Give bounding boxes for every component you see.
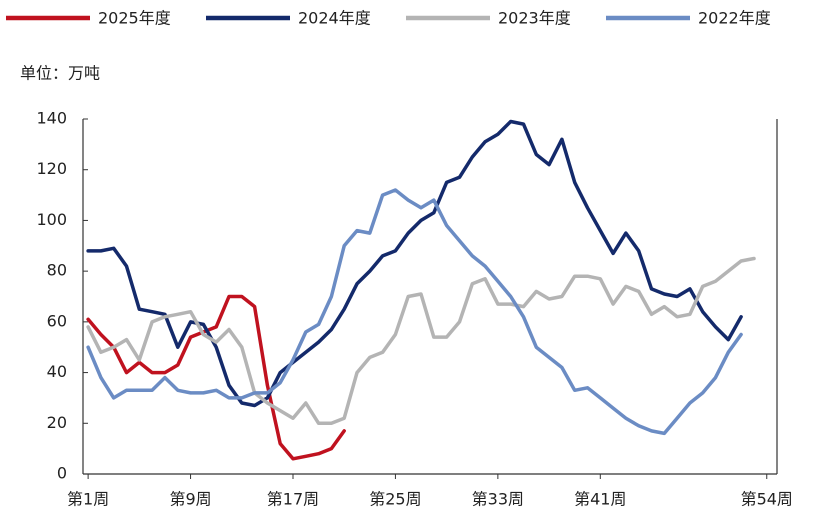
x-tick-label: 第25周 <box>369 490 421 509</box>
x-tick-label: 第1周 <box>67 490 109 509</box>
y-tick-label: 20 <box>47 413 67 432</box>
y-tick-label: 40 <box>47 362 67 381</box>
legend-label: 2024年度 <box>298 9 371 28</box>
series-line <box>86 256 756 426</box>
series-line <box>86 188 743 436</box>
legend-label: 2025年度 <box>98 9 171 28</box>
legend-label: 2023年度 <box>498 9 571 28</box>
y-tick-label: 120 <box>36 159 67 178</box>
series-line <box>86 294 346 461</box>
x-tick-label: 第54周 <box>741 490 793 509</box>
x-tick-label: 第17周 <box>267 490 319 509</box>
y-tick-label: 140 <box>36 109 67 128</box>
x-tick-label: 第41周 <box>574 490 626 509</box>
unit-label: 单位：万吨 <box>20 64 100 83</box>
y-tick-label: 0 <box>57 464 67 483</box>
y-tick-label: 60 <box>47 311 67 330</box>
x-tick-label: 第9周 <box>169 490 211 509</box>
legend-label: 2022年度 <box>698 9 771 28</box>
y-tick-label: 100 <box>36 210 67 229</box>
x-tick-label: 第33周 <box>472 490 524 509</box>
series-line <box>86 119 743 408</box>
y-tick-label: 80 <box>47 261 67 280</box>
